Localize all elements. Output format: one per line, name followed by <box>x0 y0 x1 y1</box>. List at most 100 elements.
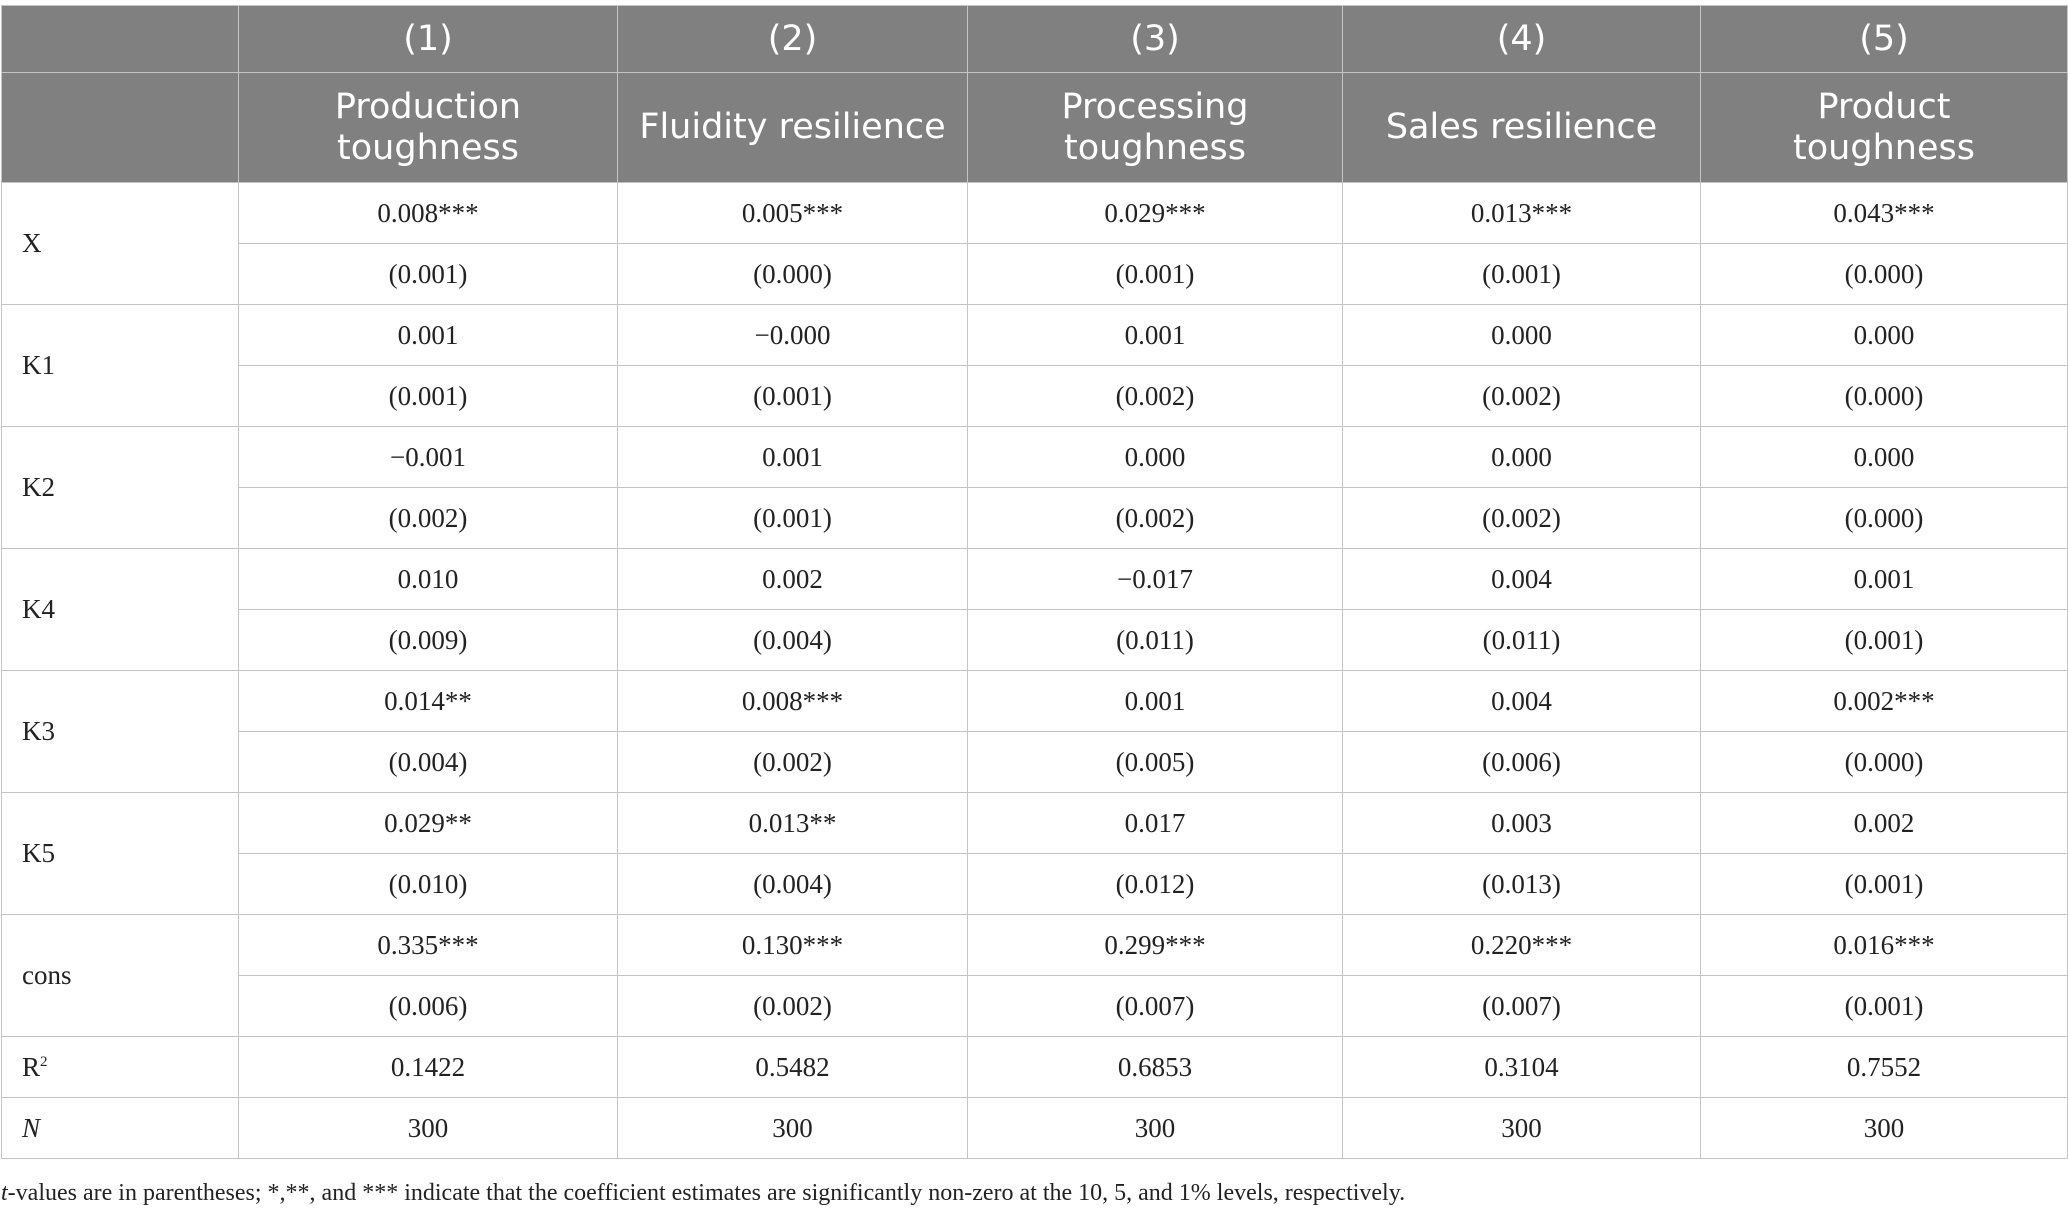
n-cell: 300 <box>617 1097 968 1159</box>
se-row: (0.009) (0.004) (0.011) (0.011) (0.001) <box>2 609 2068 671</box>
coef-cell: 0.002*** <box>1700 670 2068 732</box>
se-cell: (0.002) <box>1342 487 1701 549</box>
column-name: Processing toughness <box>967 72 1343 183</box>
se-cell: (0.002) <box>238 487 618 549</box>
regression-table: (1) (2) (3) (4) (5) Production toughness … <box>1 5 2068 1159</box>
coef-cell: 0.130*** <box>617 914 968 976</box>
coef-cell: −0.001 <box>238 426 618 488</box>
n-cell: 300 <box>238 1097 618 1159</box>
se-row: (0.002) (0.001) (0.002) (0.002) (0.000) <box>2 487 2068 549</box>
se-cell: (0.001) <box>1700 853 2068 915</box>
se-cell: (0.012) <box>967 853 1343 915</box>
se-cell: (0.001) <box>1700 975 2068 1037</box>
se-cell: (0.002) <box>1342 365 1701 427</box>
coef-cell: 0.016*** <box>1700 914 2068 976</box>
coef-cell: 0.000 <box>1700 304 2068 366</box>
column-name-line: Sales resilience <box>1385 107 1658 147</box>
r2-cell: 0.6853 <box>967 1036 1343 1098</box>
coef-cell: 0.008*** <box>617 670 968 732</box>
se-cell: (0.001) <box>967 243 1343 305</box>
column-name: Product toughness <box>1700 72 2068 183</box>
n-cell: 300 <box>1700 1097 2068 1159</box>
column-name: Fluidity resilience <box>617 72 968 183</box>
r2-cell: 0.1422 <box>238 1036 618 1098</box>
variable-label: K4 <box>1 548 239 671</box>
se-cell: (0.001) <box>617 365 968 427</box>
table-note: t-values are in parentheses; *,**, and *… <box>1 1180 1405 1207</box>
coef-cell: 0.000 <box>1342 304 1701 366</box>
se-cell: (0.002) <box>967 365 1343 427</box>
se-cell: (0.004) <box>617 853 968 915</box>
column-number: (5) <box>1700 5 2068 73</box>
se-cell: (0.004) <box>238 731 618 793</box>
r2-cell: 0.3104 <box>1342 1036 1701 1098</box>
column-number: (1) <box>238 5 618 73</box>
column-name-line: Fluidity resilience <box>639 107 946 147</box>
coef-row: K3 0.014** 0.008*** 0.001 0.004 0.002*** <box>1 670 2068 793</box>
coef-cell: 0.010 <box>238 548 618 610</box>
variable-label: K1 <box>1 304 239 427</box>
se-row: (0.001) (0.001) (0.002) (0.002) (0.000) <box>2 365 2068 427</box>
se-cell: (0.002) <box>967 487 1343 549</box>
header-row-numbers: (1) (2) (3) (4) (5) <box>1 5 2068 73</box>
se-cell: (0.001) <box>1342 243 1701 305</box>
coef-row: X 0.008*** 0.005*** 0.029*** 0.013*** 0.… <box>1 182 2068 305</box>
se-cell: (0.000) <box>1700 487 2068 549</box>
coef-cell: 0.017 <box>967 792 1343 854</box>
n-cell: 300 <box>967 1097 1343 1159</box>
coef-cell: 0.003 <box>1342 792 1701 854</box>
se-cell: (0.009) <box>238 609 618 671</box>
se-cell: (0.000) <box>617 243 968 305</box>
se-cell: (0.007) <box>967 975 1343 1037</box>
column-number: (4) <box>1342 5 1701 73</box>
se-cell: (0.000) <box>1700 243 2068 305</box>
coef-cell: 0.043*** <box>1700 182 2068 244</box>
se-row: (0.004) (0.002) (0.005) (0.006) (0.000) <box>2 731 2068 793</box>
variable-label: K3 <box>1 670 239 793</box>
coef-cell: 0.001 <box>617 426 968 488</box>
coef-cell: −0.000 <box>617 304 968 366</box>
coef-cell: 0.001 <box>1700 548 2068 610</box>
se-cell: (0.013) <box>1342 853 1701 915</box>
coef-cell: 0.004 <box>1342 670 1701 732</box>
se-cell: (0.006) <box>1342 731 1701 793</box>
variable-label: cons <box>1 914 239 1037</box>
se-row: (0.010) (0.004) (0.012) (0.013) (0.001) <box>2 853 2068 915</box>
se-cell: (0.002) <box>617 731 968 793</box>
coef-row: K4 0.010 0.002 −0.017 0.004 0.001 <box>1 548 2068 671</box>
se-cell: (0.000) <box>1700 365 2068 427</box>
se-cell: (0.011) <box>967 609 1343 671</box>
coef-cell: 0.001 <box>967 304 1343 366</box>
coef-cell: 0.002 <box>1700 792 2068 854</box>
coef-cell: 0.001 <box>967 670 1343 732</box>
se-row: (0.006) (0.002) (0.007) (0.007) (0.001) <box>2 975 2068 1037</box>
coef-cell: 0.000 <box>1342 426 1701 488</box>
column-name-line: Production <box>334 86 522 127</box>
note-italic-t: t <box>1 1180 8 1206</box>
coef-cell: 0.004 <box>1342 548 1701 610</box>
column-name-line: Product <box>1817 86 1951 127</box>
coef-cell: 0.014** <box>238 670 618 732</box>
coef-cell: 0.220*** <box>1342 914 1701 976</box>
column-name: Production toughness <box>238 72 618 183</box>
coef-cell: 0.001 <box>238 304 618 366</box>
column-name-line: toughness <box>1064 127 1246 168</box>
se-cell: (0.011) <box>1342 609 1701 671</box>
coef-row: cons 0.335*** 0.130*** 0.299*** 0.220***… <box>1 914 2068 1037</box>
variable-label: X <box>1 182 239 305</box>
se-cell: (0.007) <box>1342 975 1701 1037</box>
r2-cell: 0.7552 <box>1700 1036 2068 1098</box>
se-cell: (0.001) <box>617 487 968 549</box>
coef-cell: 0.013** <box>617 792 968 854</box>
header-row-names: Production toughness Fluidity resilience … <box>1 72 2068 183</box>
coef-row: K2 −0.001 0.001 0.000 0.000 0.000 <box>1 426 2068 549</box>
r2-superscript: 2 <box>40 1053 48 1070</box>
r2-row: R2 0.1422 0.5482 0.6853 0.3104 0.7552 <box>1 1036 2068 1098</box>
coef-row: K1 0.001 −0.000 0.001 0.000 0.000 <box>1 304 2068 427</box>
se-cell: (0.001) <box>1700 609 2068 671</box>
column-number: (3) <box>967 5 1343 73</box>
column-number: (2) <box>617 5 968 73</box>
variable-label: K5 <box>1 792 239 915</box>
coef-cell: 0.002 <box>617 548 968 610</box>
coef-cell: 0.335*** <box>238 914 618 976</box>
